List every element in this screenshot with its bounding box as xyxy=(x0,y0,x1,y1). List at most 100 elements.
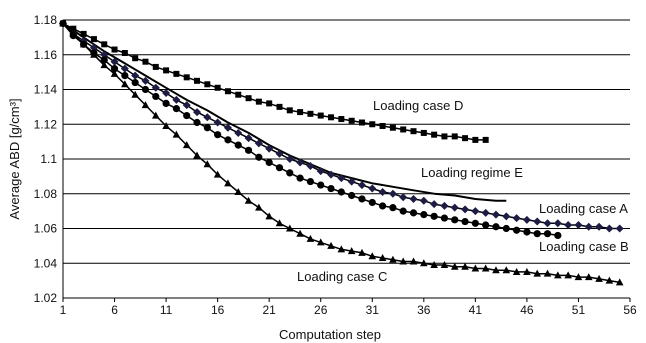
data-point xyxy=(275,164,284,172)
data-point xyxy=(162,88,171,97)
x-tick-label: 1 xyxy=(60,303,67,317)
data-point xyxy=(584,273,593,281)
data-point xyxy=(543,219,552,228)
data-point xyxy=(420,259,428,267)
data-point xyxy=(131,78,139,87)
data-point xyxy=(533,269,542,277)
data-point xyxy=(554,231,562,240)
x-tick-label: 31 xyxy=(366,303,380,317)
data-point xyxy=(183,111,191,120)
x-tick-label: 51 xyxy=(572,303,586,317)
data-point xyxy=(162,121,170,129)
data-point xyxy=(141,76,150,85)
data-point xyxy=(100,50,109,59)
data-point xyxy=(337,188,345,196)
data-point xyxy=(481,208,490,217)
data-point xyxy=(131,71,140,80)
x-tick-label: 11 xyxy=(160,303,173,317)
data-point xyxy=(194,77,201,84)
data-point xyxy=(152,92,160,101)
data-point xyxy=(265,144,274,153)
data-point xyxy=(450,203,459,212)
data-point xyxy=(462,135,469,142)
data-point xyxy=(461,217,469,226)
data-point xyxy=(430,200,439,209)
data-point xyxy=(431,131,438,138)
data-point xyxy=(615,224,624,233)
data-point xyxy=(337,245,346,253)
data-point xyxy=(482,136,489,143)
data-point xyxy=(266,100,273,107)
label-loading-case-d: Loading case D xyxy=(373,98,463,113)
data-point xyxy=(605,224,614,233)
data-point xyxy=(275,149,284,158)
data-point xyxy=(172,95,181,104)
x-tick-label: 36 xyxy=(417,303,431,317)
data-point xyxy=(100,56,108,64)
data-point xyxy=(358,248,366,256)
data-point xyxy=(410,128,417,135)
data-point xyxy=(357,181,366,190)
axes xyxy=(62,20,631,302)
data-point xyxy=(502,266,511,274)
y-tick-label: 1.04 xyxy=(34,256,58,270)
data-point xyxy=(286,224,294,232)
data-point xyxy=(297,109,304,116)
data-point xyxy=(328,114,335,121)
data-point xyxy=(172,105,180,113)
y-tick-label: 1.02 xyxy=(34,291,58,305)
data-point xyxy=(306,177,315,186)
data-point xyxy=(543,269,552,277)
data-point xyxy=(471,207,480,216)
data-point xyxy=(142,58,149,65)
data-point xyxy=(286,169,294,177)
data-point xyxy=(182,141,191,149)
data-point xyxy=(151,111,160,119)
data-point xyxy=(79,40,88,48)
data-point xyxy=(182,101,191,110)
y-tick-label: 1.16 xyxy=(34,48,58,62)
x-tick-label: 6 xyxy=(111,303,118,317)
data-point xyxy=(441,133,448,140)
data-point xyxy=(255,203,263,211)
data-point xyxy=(131,90,139,98)
y-tick-label: 1.06 xyxy=(34,222,58,236)
data-point xyxy=(615,278,624,286)
data-point xyxy=(574,273,583,281)
data-point xyxy=(244,196,253,204)
x-tick-label: 26 xyxy=(314,303,328,317)
data-point xyxy=(101,41,108,48)
data-point xyxy=(307,110,314,117)
data-point xyxy=(389,204,397,212)
data-point xyxy=(204,81,211,88)
data-point xyxy=(245,95,252,102)
data-point xyxy=(389,255,397,263)
data-point xyxy=(358,195,366,203)
data-point xyxy=(492,266,500,274)
data-point xyxy=(183,74,190,81)
data-point xyxy=(316,238,325,246)
data-point xyxy=(461,262,469,270)
series-loading-case-a xyxy=(59,19,624,233)
data-point xyxy=(235,91,242,98)
data-point xyxy=(276,103,283,110)
data-point xyxy=(120,64,129,73)
data-point xyxy=(389,124,396,131)
data-point xyxy=(265,158,273,167)
x-tick-label: 46 xyxy=(520,303,534,317)
data-point xyxy=(378,188,387,197)
data-point xyxy=(522,215,531,224)
data-point xyxy=(554,271,562,279)
data-point xyxy=(347,177,356,186)
data-point xyxy=(327,170,336,179)
data-point xyxy=(306,234,315,242)
data-point xyxy=(430,212,438,220)
data-point xyxy=(523,228,531,236)
data-point xyxy=(317,181,325,189)
data-point xyxy=(461,205,470,214)
x-tick-label: 16 xyxy=(211,303,225,317)
y-tick-label: 1.08 xyxy=(34,187,58,201)
data-point xyxy=(316,167,325,176)
data-point xyxy=(214,131,222,139)
